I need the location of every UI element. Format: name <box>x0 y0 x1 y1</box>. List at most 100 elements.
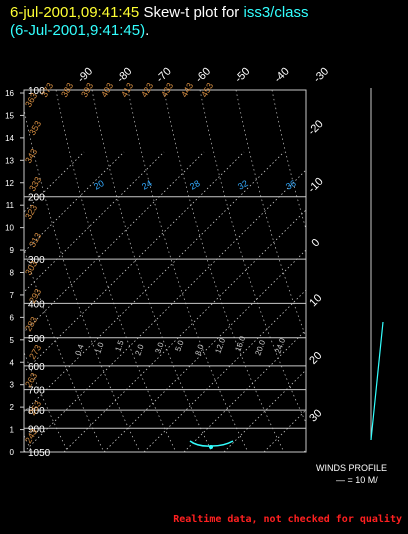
ratio-label: 8.0 <box>193 343 205 357</box>
dry-adiabat <box>199 90 306 424</box>
isotherm-line <box>143 289 306 452</box>
ratio-label: 16.0 <box>233 334 247 352</box>
theta-label: 273 <box>27 343 43 361</box>
pressure-tick-label: 900 <box>28 424 45 435</box>
subtitle-dot: . <box>145 22 150 39</box>
station-name: iss3/class <box>243 4 309 21</box>
ratio-label: 0.4 <box>73 343 85 357</box>
theta-label: 333 <box>27 175 43 193</box>
isotherm-line <box>103 249 306 452</box>
height-tick-label: 5 <box>10 336 15 345</box>
theta-label: 383 <box>59 81 75 99</box>
height-tick-label: 7 <box>10 291 15 300</box>
surface-point <box>209 445 213 449</box>
temperature-tick-label: -80 <box>115 65 135 85</box>
ratio-label: 24.0 <box>273 336 287 354</box>
height-tick-label: 1 <box>10 426 15 435</box>
pressure-tick-label: 1050 <box>28 448 51 459</box>
dry-adiabat <box>163 90 285 452</box>
temperature-tick-label: 30 <box>307 407 324 424</box>
plot-title: 6-jul-2001,09:41:45 Skew-t plot for iss3… <box>10 4 309 40</box>
mixing-ratio-label: 36 <box>284 178 298 192</box>
title-text: Skew-t plot for <box>143 4 240 21</box>
mixing-ratio-label: 32 <box>236 178 250 192</box>
pressure-tick-label: 700 <box>28 386 45 397</box>
isotherm-line <box>24 151 205 333</box>
pressure-tick-label: 500 <box>28 334 45 345</box>
pressure-tick-label: 400 <box>28 299 45 310</box>
height-tick-label: 3 <box>10 381 15 390</box>
ratio-label: 3.0 <box>153 341 165 355</box>
dry-adiabat <box>24 107 141 452</box>
height-tick-label: 4 <box>10 358 15 367</box>
quality-warning: Realtime data, not checked for quality <box>173 514 402 525</box>
dry-adiabat <box>127 90 249 452</box>
ratio-label: 2.0 <box>133 343 145 357</box>
subtitle: (6-Jul-2001,9:41:45) <box>10 22 146 39</box>
height-tick-label: 11 <box>6 201 15 210</box>
height-tick-label: 2 <box>10 403 15 412</box>
ratio-label: 1.0 <box>93 341 105 355</box>
height-tick-label: 12 <box>5 179 14 188</box>
height-tick-label: 0 <box>10 448 15 457</box>
temperature-tick-label: -70 <box>154 65 174 85</box>
isotherm-line <box>24 169 306 452</box>
ratio-label: 20.0 <box>253 338 267 356</box>
isotherm-line <box>63 209 306 452</box>
temperature-tick-label: 10 <box>307 292 324 309</box>
wind-profile-line <box>370 321 384 441</box>
pressure-tick-label: 300 <box>28 255 45 266</box>
dry-adiabat <box>344 90 408 452</box>
dry-adiabat <box>380 90 408 452</box>
theta-label: 403 <box>99 81 115 99</box>
temperature-tick-label: -10 <box>306 176 326 196</box>
mixing-ratio-label: 24 <box>140 178 154 192</box>
dry-adiabat <box>91 90 213 452</box>
temperature-tick-label: -40 <box>272 65 292 85</box>
theta-label: 373 <box>39 81 55 99</box>
mixing-ratio-label: 20 <box>92 178 106 192</box>
height-tick-label: 10 <box>5 224 14 233</box>
height-tick-label: 15 <box>5 111 14 120</box>
isotherm-line <box>24 151 285 413</box>
ratio-label: 12.0 <box>213 336 227 354</box>
pressure-tick-label: 200 <box>28 193 45 204</box>
wind-profile-scale: — = 10 M/ <box>336 475 378 485</box>
theta-label: 313 <box>27 231 43 249</box>
temperature-tick-label: -60 <box>193 65 213 85</box>
dry-adiabat <box>55 90 177 452</box>
plot-frame <box>23 89 307 453</box>
temperature-tick-label: -30 <box>311 65 331 85</box>
theta-label: 443 <box>179 81 195 99</box>
theta-label: 323 <box>23 203 39 221</box>
pressure-tick-label: 100 <box>28 86 45 97</box>
pressure-tick-label: 800 <box>28 406 45 417</box>
height-tick-label: 14 <box>5 134 14 143</box>
isotherm-line <box>24 151 245 373</box>
dry-adiabat <box>308 90 408 452</box>
temperature-tick-label: 0 <box>309 237 322 250</box>
isotherm-line <box>384 152 408 452</box>
theta-label: 353 <box>27 119 43 137</box>
ratio-label: 5.0 <box>173 339 185 353</box>
height-tick-label: 16 <box>5 89 14 98</box>
temperature-tick-label: -50 <box>233 65 253 85</box>
height-tick-label: 8 <box>10 269 15 278</box>
dry-adiabat <box>235 90 306 338</box>
date-time: 6-jul-2001,09:41:45 <box>10 4 140 21</box>
theta-label: 283 <box>23 315 39 333</box>
dry-adiabat <box>24 351 69 452</box>
dry-adiabat <box>24 247 105 452</box>
height-tick-label: 9 <box>10 246 15 255</box>
ratio-label: 1.5 <box>113 339 125 353</box>
isotherm-line <box>344 152 408 452</box>
pressure-tick-label: 600 <box>28 362 45 373</box>
height-tick-label: 6 <box>10 313 15 322</box>
mixing-ratio-label: 28 <box>188 178 202 192</box>
wind-profile-label: WINDS PROFILE <box>316 463 387 473</box>
temperature-tick-label: -20 <box>306 118 326 138</box>
dry-adiabat <box>271 90 306 231</box>
temperature-tick-label: 20 <box>307 350 324 367</box>
height-tick-label: 13 <box>5 156 14 165</box>
